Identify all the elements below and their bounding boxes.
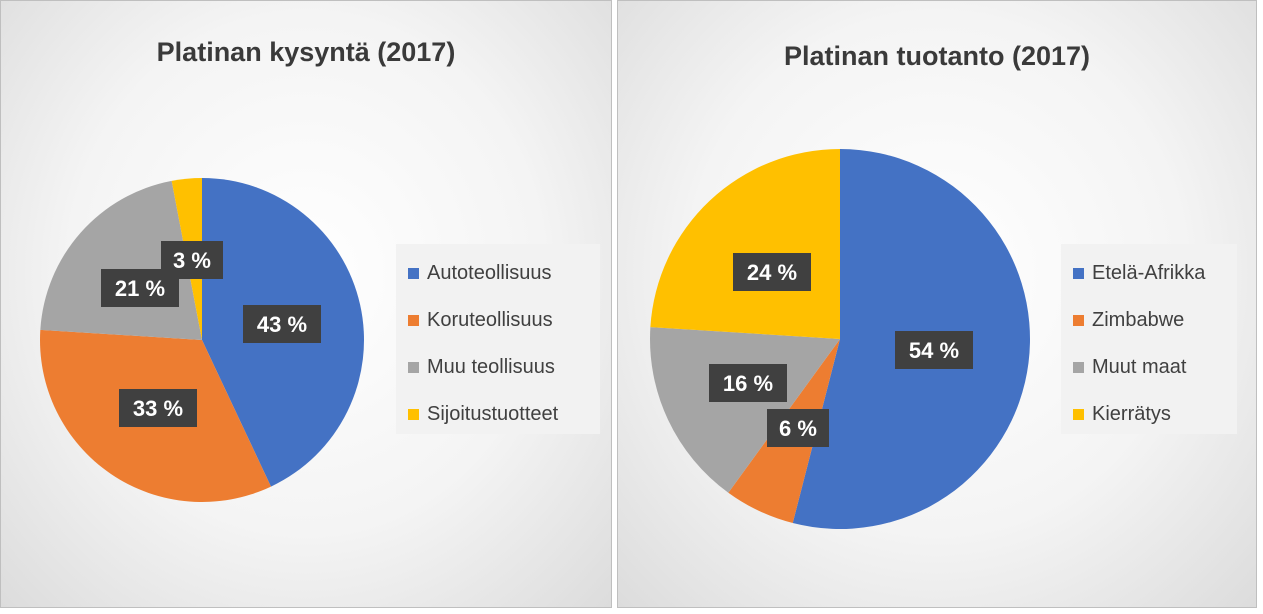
legend-item: Koruteollisuus [408,297,590,344]
chart-title: Platinan tuotanto (2017) [783,41,1091,71]
legend-item: Muu teollisuus [408,344,590,391]
pie-slice [650,327,840,493]
pie-chart-demand: 43 % 33 % 21 % 3 % [39,178,365,502]
legend-label: Koruteollisuus [427,309,553,331]
data-label-text: 16 % [723,371,773,396]
legend: Autoteollisuus Koruteollisuus Muu teolli… [396,244,600,434]
data-label-box [709,364,787,402]
legend-item: Autoteollisuus [408,250,590,297]
chart-panel-production: Platinan tuotanto (2017) 54 % 6 % 16 % 24 %… [617,0,1257,608]
pie-chart-production: 54 % 6 %16 % 24 % [650,149,1030,529]
data-label-box [767,409,829,447]
data-label-box [161,241,223,279]
legend-item: Sijoitustuotteet [408,391,590,438]
legend-label: Etelä-Afrikka [1092,262,1206,284]
legend: Etelä-Afrikka Zimbabwe Muut maat Kierrät… [1061,244,1237,434]
legend-swatch-gray [1073,362,1084,373]
data-label-text: 6 % [779,416,817,441]
legend-item: Etelä-Afrikka [1073,250,1227,297]
legend-item: Kierrätys [1073,391,1227,438]
pie-slice [650,149,840,339]
legend-label: Muu teollisuus [427,356,555,378]
data-label-text: 24 % [747,260,797,285]
legend-item: Zimbabwe [1073,297,1227,344]
legend-item: Muut maat [1073,344,1227,391]
chart-panel-demand: Platinan kysyntä (2017) 43 % 33 % 21 % 3 % … [0,0,612,608]
data-label-text: 33 % [133,396,183,421]
data-label-box [119,389,197,427]
data-label: 33 % [119,389,197,427]
data-label-box [243,305,321,343]
legend-swatch-blue [1073,268,1084,279]
legend-label: Sijoitustuotteet [427,403,559,425]
data-label-text: 43 % [257,312,307,337]
data-label: 54 % [895,331,973,369]
data-label: 43 % [243,305,321,343]
data-label-text: 54 % [909,338,959,363]
data-label: 16 % [709,364,787,402]
data-label-box [895,331,973,369]
legend-label: Muut maat [1092,356,1187,378]
legend-swatch-orange [1073,315,1084,326]
data-label: 6 % [767,409,829,447]
legend-swatch-orange [408,315,419,326]
data-label: 24 % [733,253,811,291]
legend-swatch-yellow [408,409,419,420]
legend-label: Zimbabwe [1092,309,1185,331]
legend-label: Autoteollisuus [427,262,552,284]
legend-swatch-gray [408,362,419,373]
legend-swatch-yellow [1073,409,1084,420]
data-label-text: 3 % [173,248,211,273]
legend-label: Kierrätys [1092,403,1171,425]
data-label-box [733,253,811,291]
data-label-text: 21 % [115,276,165,301]
legend-swatch-blue [408,268,419,279]
chart-title: Platinan kysyntä (2017) [156,37,456,67]
data-label: 3 % [161,241,223,279]
